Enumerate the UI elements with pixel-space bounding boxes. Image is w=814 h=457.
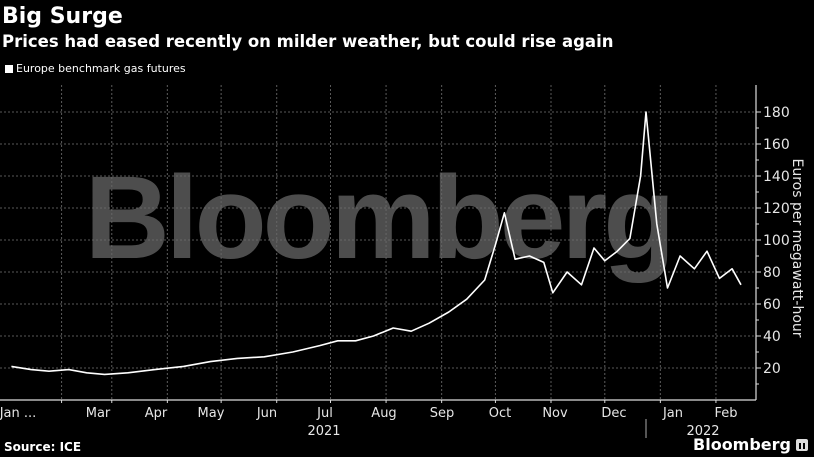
- svg-text:60: 60: [763, 297, 781, 313]
- legend-swatch-icon: [5, 64, 13, 73]
- watermark: Bloomberg: [85, 152, 672, 284]
- bloomberg-chart-icon: [796, 438, 808, 451]
- svg-text:20: 20: [763, 361, 781, 377]
- chart-title: Big Surge: [2, 4, 123, 29]
- svg-text:Sep: Sep: [430, 406, 455, 421]
- svg-text:140: 140: [763, 169, 790, 185]
- svg-text:160: 160: [763, 137, 790, 153]
- svg-text:120: 120: [763, 201, 790, 217]
- chart-subtitle: Prices had eased recently on milder weat…: [2, 32, 614, 51]
- brand-logo: Bloomberg: [693, 435, 808, 454]
- svg-text:Aug: Aug: [371, 406, 396, 421]
- svg-text:Mar: Mar: [86, 406, 111, 421]
- svg-text:100: 100: [763, 233, 790, 249]
- svg-text:Jan ...: Jan ...: [0, 406, 36, 421]
- svg-text:Dec: Dec: [601, 406, 626, 421]
- brand-text: Bloomberg: [693, 435, 791, 454]
- y-axis: 20 40 60 80 100 120 140 160 180: [755, 85, 790, 400]
- series-line: [11, 111, 742, 376]
- svg-text:2021: 2021: [307, 424, 340, 439]
- y-axis-label: Euros per megawatt-hour: [789, 158, 805, 338]
- svg-text:Feb: Feb: [714, 406, 737, 421]
- svg-text:2022: 2022: [686, 424, 719, 439]
- legend: Europe benchmark gas futures: [5, 62, 186, 75]
- svg-text:Apr: Apr: [145, 406, 168, 421]
- svg-text:May: May: [198, 406, 225, 421]
- legend-label: Europe benchmark gas futures: [16, 62, 186, 75]
- svg-text:Jul: Jul: [316, 406, 333, 421]
- source-note: Source: ICE: [4, 440, 82, 454]
- svg-text:Jun: Jun: [256, 406, 277, 421]
- svg-text:Jan: Jan: [662, 406, 683, 421]
- svg-text:Nov: Nov: [542, 406, 568, 421]
- svg-text:40: 40: [763, 329, 781, 345]
- svg-text:180: 180: [763, 105, 790, 121]
- svg-text:80: 80: [763, 265, 781, 281]
- svg-text:Oct: Oct: [489, 406, 511, 421]
- x-axis: Jan ... Mar Apr May Jun Jul Aug Sep Oct Nov Dec Jan…: [0, 399, 756, 439]
